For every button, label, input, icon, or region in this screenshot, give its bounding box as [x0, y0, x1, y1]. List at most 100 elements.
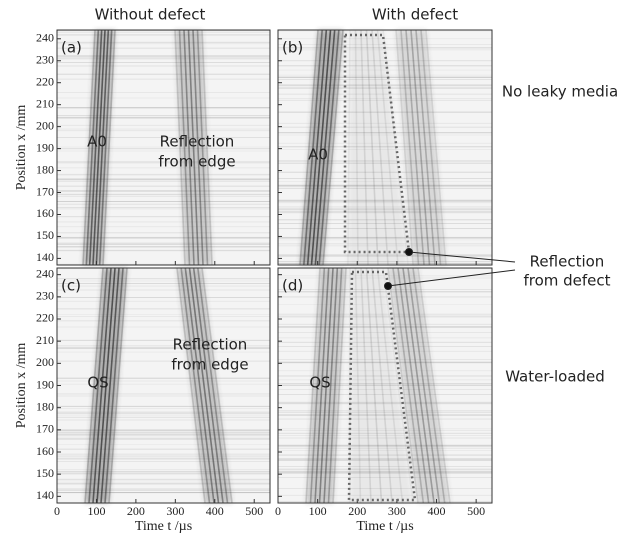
- y-tick-label: 200: [36, 355, 54, 369]
- x-tick-label: 500: [467, 504, 485, 518]
- x-axis-label: Time t /µs: [135, 519, 192, 534]
- wave-band: [175, 30, 212, 265]
- wave-stripe: [192, 29, 204, 266]
- wave-stripe: [309, 267, 326, 504]
- x-tick-label: 100: [309, 504, 327, 518]
- y-tick-label: 200: [36, 118, 54, 132]
- wave-stripe: [392, 267, 425, 504]
- wave-stripe: [318, 267, 334, 504]
- wave-envelope: [388, 268, 450, 503]
- column-title: With defect: [372, 6, 458, 24]
- y-tick-label: 150: [36, 466, 54, 480]
- wave-stripe: [174, 29, 186, 266]
- wave-stripe: [187, 29, 200, 266]
- wave-stripe: [376, 29, 399, 266]
- wave-stripe: [178, 29, 191, 266]
- row-label: No leaky media: [502, 83, 618, 101]
- panel-label: (b): [282, 39, 303, 57]
- wave-envelope: [396, 30, 446, 265]
- wave-stripe: [354, 29, 359, 266]
- y-tick-label: 160: [36, 206, 54, 220]
- panel: 0 100 200 300 400 500 Time t /µs (d) QS: [275, 267, 493, 534]
- annotation: A0: [308, 146, 328, 164]
- wave-stripe: [201, 29, 213, 266]
- y-tick-label: 170: [36, 422, 54, 436]
- wave-stripe: [360, 29, 369, 266]
- annotation: Reflection: [173, 336, 248, 354]
- wave-stripe: [310, 29, 332, 266]
- annotation: from edge: [171, 356, 248, 374]
- wave-band: [350, 268, 413, 503]
- wave-stripe: [371, 29, 389, 266]
- wave-stripe: [95, 29, 110, 266]
- wave-stripe: [397, 267, 430, 504]
- annotation: from edge: [158, 153, 235, 171]
- wave-stripe: [425, 29, 447, 266]
- wave-stripe: [82, 29, 96, 266]
- wave-stripe: [305, 267, 321, 504]
- wave-stripe: [354, 267, 362, 504]
- wave-stripe: [197, 267, 229, 504]
- wave-stripe: [405, 29, 425, 266]
- x-tick-label: 200: [348, 504, 366, 518]
- x-tick-label: 400: [428, 504, 446, 518]
- callout: Reflection: [530, 253, 605, 271]
- x-tick-label: 300: [166, 504, 184, 518]
- y-tick-label: 210: [36, 333, 54, 347]
- wave-stripe: [417, 267, 451, 504]
- panel: 140 150 160 170 180 190 200 210 220 230 240 0 100 200…: [14, 266, 271, 534]
- wave-band: [306, 268, 346, 503]
- wave-stripe: [382, 267, 414, 504]
- x-tick-label: 100: [87, 504, 105, 518]
- panel: 140 150 160 170 180 190 200 210 220 230 240 Positio…: [14, 29, 271, 266]
- y-tick-label: 240: [36, 31, 54, 45]
- panel: (b) A0: [277, 29, 493, 266]
- y-tick-label: 190: [36, 140, 54, 154]
- wave-stripe: [318, 29, 340, 266]
- callout: from defect: [523, 272, 610, 290]
- column-title: Without defect: [95, 6, 206, 24]
- defect-region: [347, 270, 417, 502]
- y-axis-label: Position x /mm: [14, 343, 29, 429]
- wave-stripe: [102, 29, 116, 266]
- y-tick-label: 140: [36, 488, 54, 502]
- y-tick-label: 180: [36, 399, 54, 413]
- wave-stripe: [88, 29, 103, 266]
- wave-stripe: [332, 267, 347, 504]
- wave-stripe: [176, 267, 206, 504]
- wave-stripe: [188, 267, 220, 504]
- wave-envelope: [348, 30, 408, 265]
- wave-stripe: [400, 29, 420, 266]
- y-tick-label: 170: [36, 184, 54, 198]
- x-tick-label: 500: [245, 504, 263, 518]
- panel-frame: [56, 29, 271, 266]
- wave-stripe: [314, 267, 330, 504]
- wave-stripe: [85, 29, 100, 266]
- wave-stripe: [323, 267, 339, 504]
- leader-dot: [384, 282, 392, 290]
- y-axis-label: Position x /mm: [14, 105, 29, 191]
- x-tick-label: 300: [388, 504, 406, 518]
- panel-label: (c): [61, 277, 81, 295]
- wave-stripe: [180, 267, 211, 504]
- leader-line: [387, 269, 516, 287]
- annotation: A0: [87, 133, 107, 151]
- wave-stripe: [201, 267, 233, 504]
- wave-stripe: [108, 267, 128, 504]
- x-tick-label: 0: [54, 504, 60, 518]
- wave-stripe: [183, 29, 195, 266]
- wave-stripe: [196, 29, 209, 266]
- wave-stripe: [92, 29, 106, 266]
- wave-stripe: [420, 29, 442, 266]
- wave-stripe: [412, 267, 446, 504]
- wave-stripe: [365, 29, 379, 266]
- y-tick-label: 220: [36, 311, 54, 325]
- annotation: Reflection: [160, 133, 235, 151]
- annotation: QS: [309, 374, 330, 392]
- wave-stripe: [184, 267, 215, 504]
- wave-stripe: [84, 267, 104, 504]
- wave-stripe: [104, 267, 124, 504]
- wave-stripe: [415, 29, 436, 266]
- panel-label: (a): [61, 39, 82, 57]
- y-tick-label: 230: [36, 52, 54, 66]
